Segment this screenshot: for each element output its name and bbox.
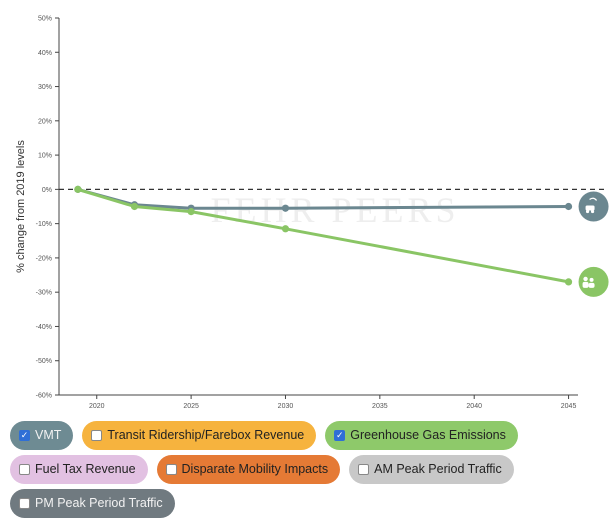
y-tick-label: -60%	[36, 393, 52, 400]
y-tick-label: 50%	[38, 16, 52, 23]
y-tick-label: 0%	[42, 187, 52, 194]
legend-toggle-vmt[interactable]: ✓ VMT	[10, 420, 74, 450]
legend-row: Fuel Tax Revenue Disparate Mobility Impac…	[10, 454, 605, 484]
data-point	[187, 208, 195, 216]
y-tick-label: 10%	[38, 153, 52, 160]
x-tick-label: 2035	[372, 403, 388, 410]
legend-row: ✓ VMT Transit Ridership/Farebox Revenue ✓ Gr…	[10, 420, 605, 450]
x-tick-label: 2030	[278, 403, 294, 410]
legend-toggle-disparate-mobility-impacts[interactable]: Disparate Mobility Impacts	[156, 454, 341, 484]
y-tick-label: 20%	[38, 118, 52, 125]
checkbox-unchecked-icon[interactable]	[91, 429, 103, 441]
legend-label: Fuel Tax Revenue	[35, 462, 136, 476]
legend-row: PM Peak Period Traffic	[10, 488, 605, 518]
people-icon-head	[583, 276, 588, 282]
legend-label: Disparate Mobility Impacts	[181, 462, 329, 476]
series-end-badge	[578, 266, 609, 297]
legend-label: Transit Ridership/Farebox Revenue	[107, 428, 305, 442]
y-tick-label: -50%	[36, 358, 52, 365]
y-axis-title: % change from 2019 levels	[15, 140, 27, 273]
legend-label: Greenhouse Gas Emissions	[350, 428, 506, 442]
data-point	[564, 278, 573, 286]
watermark-text: FEHR PEERS	[210, 190, 459, 230]
x-tick-label: 2040	[466, 403, 482, 410]
y-tick-label: 40%	[38, 50, 52, 57]
y-tick-label: 30%	[38, 84, 52, 91]
checkbox-unchecked-icon[interactable]	[358, 463, 370, 475]
y-tick-label: -40%	[36, 324, 52, 331]
people-icon	[578, 266, 609, 297]
data-point	[74, 185, 82, 193]
checkbox-unchecked-icon[interactable]	[19, 497, 30, 509]
legend-label: AM Peak Period Traffic	[374, 462, 502, 476]
y-tick-label: -10%	[36, 221, 52, 228]
x-tick-label: 2025	[183, 403, 199, 410]
checkbox-checked-icon[interactable]: ✓	[19, 429, 30, 441]
people-icon-head	[589, 277, 594, 282]
data-point	[281, 225, 290, 233]
legend-toggle-greenhouse-gas-emissions[interactable]: ✓ Greenhouse Gas Emissions	[325, 420, 518, 450]
people-icon-body	[582, 281, 589, 288]
series-end-badge	[578, 191, 609, 222]
data-point	[130, 202, 139, 211]
x-tick-label: 2045	[561, 403, 577, 410]
x-tick-label: 2020	[89, 403, 105, 410]
car-icon-wheel	[585, 209, 590, 214]
people-icon-body	[588, 282, 595, 288]
checkbox-checked-icon[interactable]: ✓	[334, 429, 346, 441]
car-icon-wheel	[590, 209, 595, 214]
legend-label: VMT	[35, 428, 62, 442]
data-point	[564, 202, 573, 211]
car-icon-body	[585, 205, 595, 211]
y-tick-label: -30%	[36, 290, 52, 297]
data-point	[281, 204, 290, 212]
series-legend: ✓ VMT Transit Ridership/Farebox Revenue ✓ Gr…	[10, 420, 605, 522]
y-tick-label: -20%	[36, 255, 52, 262]
checkbox-unchecked-icon[interactable]	[165, 463, 177, 475]
car-icon-signal	[589, 197, 598, 201]
legend-toggle-pm-peak-period-traffic[interactable]: PM Peak Period Traffic	[10, 488, 175, 518]
legend-toggle-fuel-tax-revenue[interactable]: Fuel Tax Revenue	[10, 454, 148, 484]
line-chart: FEHR PEERS 50% 40% 30% 20% 10% 0% -10% -20% -30%…	[15, 16, 609, 410]
checkbox-unchecked-icon[interactable]	[19, 463, 30, 475]
legend-toggle-transit-ridership-farebox-revenue[interactable]: Transit Ridership/Farebox Revenue	[82, 420, 317, 450]
legend-label: PM Peak Period Traffic	[35, 496, 163, 510]
legend-toggle-am-peak-period-traffic[interactable]: AM Peak Period Traffic	[349, 454, 514, 484]
